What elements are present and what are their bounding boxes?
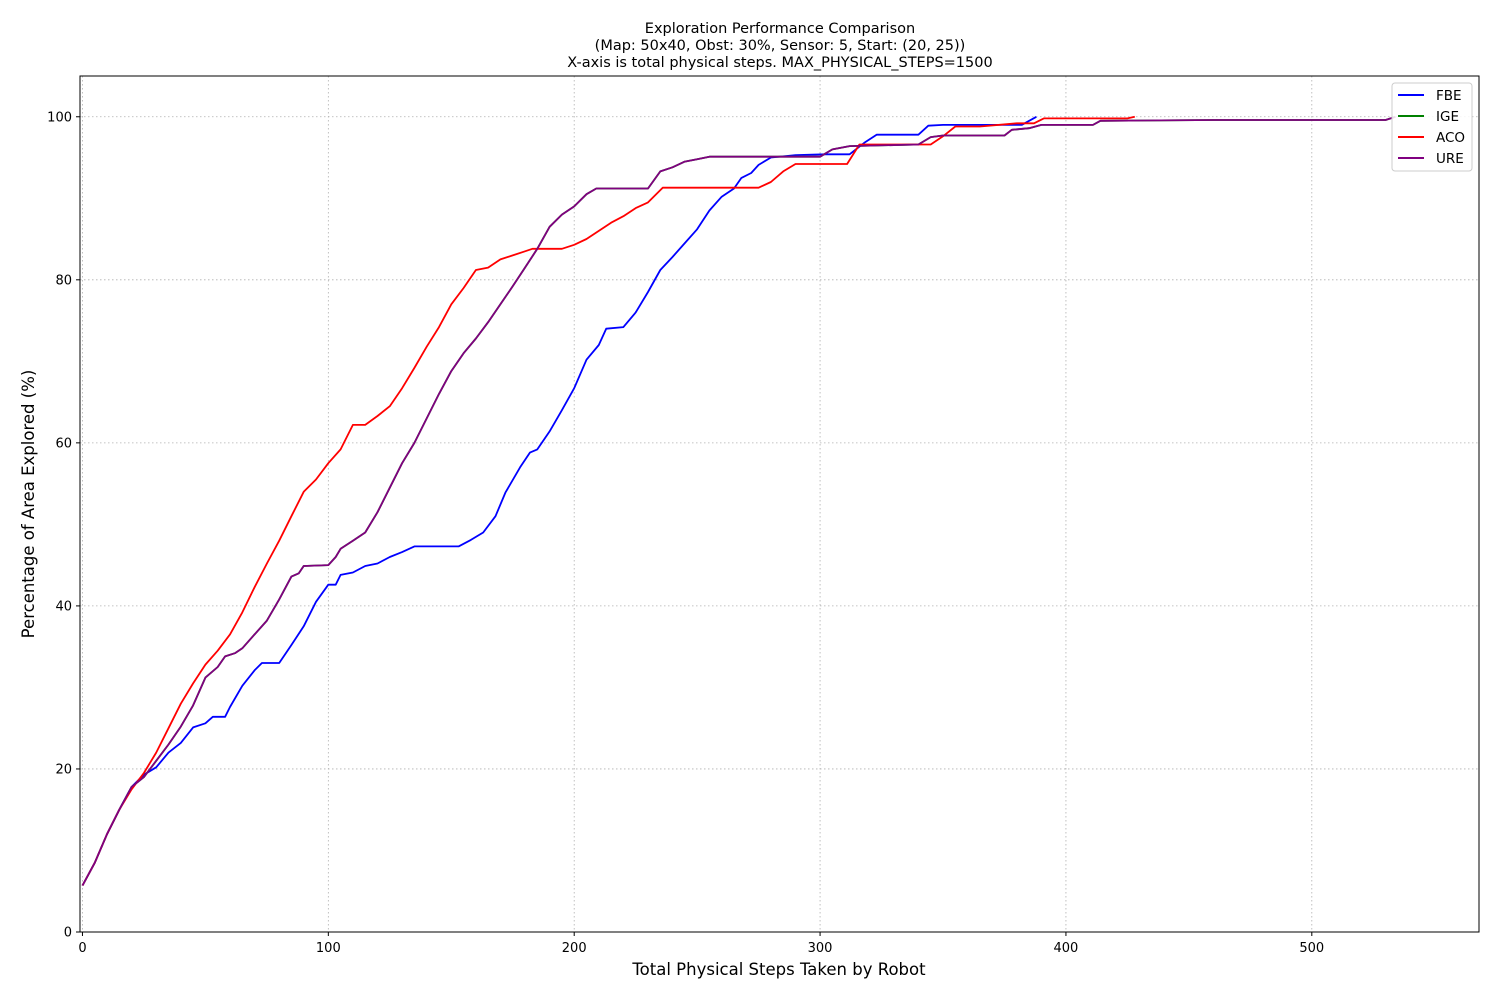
x-tick-label: 0 [78,941,86,956]
legend: FBE IGE ACO URE [1391,82,1473,172]
series-lines [81,115,1396,886]
y-tick-label: 20 [55,762,72,777]
x-tick-label: 300 [808,941,833,956]
x-tick-label: 200 [562,941,587,956]
legend-label-fbe: FBE [1436,88,1462,104]
grid-lines [80,76,1479,933]
y-tick-label: 100 [47,110,72,125]
y-axis-label: Percentage of Area Explored (%) [19,370,38,639]
chart-title-line-1: Exploration Performance Comparison [645,21,915,37]
series-line-aco [81,115,1135,886]
series-line-fbe [81,116,1037,886]
legend-label-aco: ACO [1436,130,1465,146]
legend-label-ure: URE [1436,151,1464,167]
axis-ticks: 0 100 200 300 400 500 0 20 40 60 80 100 [47,110,1324,956]
x-tick-label: 400 [1054,941,1079,956]
x-axis-label: Total Physical Steps Taken by Robot [631,960,926,979]
y-tick-label: 0 [64,926,72,941]
x-tick-label: 500 [1299,941,1324,956]
plot-frame [79,75,1480,933]
legend-label-ige: IGE [1436,109,1459,125]
series-line-ige [81,115,1396,886]
y-tick-label: 60 [55,436,72,451]
legend-box [1391,82,1473,172]
y-tick-label: 40 [55,599,72,614]
chart-title-line-2: (Map: 50x40, Obst: 30%, Sensor: 5, Start… [595,38,966,54]
chart-title-line-3: X-axis is total physical steps. MAX_PHYS… [567,55,992,71]
series-line-ure [81,115,1396,886]
y-tick-label: 80 [55,273,72,288]
x-tick-label: 100 [316,941,341,956]
